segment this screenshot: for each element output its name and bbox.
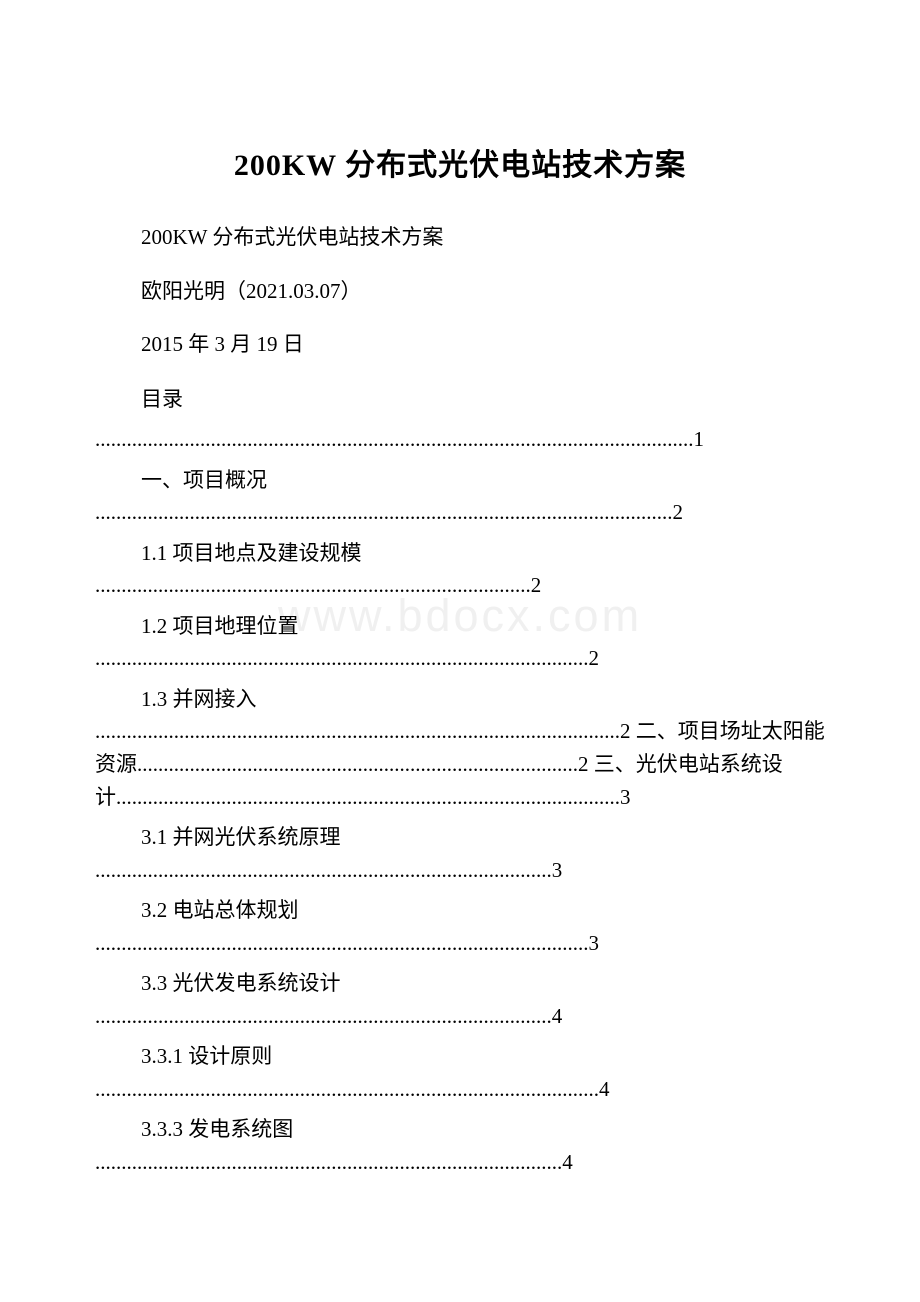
toc-entry: 1.1 项目地点及建设规模 ..........................… xyxy=(95,537,825,602)
toc-heading: 目录 xyxy=(95,383,825,416)
table-of-contents: 目录 .....................................… xyxy=(95,383,825,1179)
toc-dots: ........................................… xyxy=(95,854,825,887)
toc-dots: ........................................… xyxy=(95,569,825,602)
subtitle-line: 200KW 分布式光伏电站技术方案 xyxy=(95,222,825,254)
secondary-date-line: 2015 年 3 月 19 日 xyxy=(95,329,825,361)
toc-dots: ........................................… xyxy=(95,496,825,529)
toc-dots: ........................................… xyxy=(95,927,825,960)
author-date-line: 欧阳光明（2021.03.07） xyxy=(95,276,825,308)
toc-entry: 1.3 并网接入 ...............................… xyxy=(95,683,825,813)
toc-dots: ........................................… xyxy=(95,1000,825,1033)
toc-entry-title: 1.3 并网接入 xyxy=(95,683,825,716)
toc-entry: 3.3.1 设计原则 .............................… xyxy=(95,1040,825,1105)
toc-dots: ........................................… xyxy=(95,642,825,675)
document-content: 200KW 分布式光伏电站技术方案 200KW 分布式光伏电站技术方案 欧阳光明… xyxy=(95,140,825,1179)
toc-entry-title: 3.2 电站总体规划 xyxy=(95,894,825,927)
toc-entry: 3.3 光伏发电系统设计 ...........................… xyxy=(95,967,825,1032)
toc-entry: 3.1 并网光伏系统原理 ...........................… xyxy=(95,821,825,886)
toc-entry-title: 1.2 项目地理位置 xyxy=(95,610,825,643)
toc-entry-title: 3.3.1 设计原则 xyxy=(95,1040,825,1073)
toc-entry: ........................................… xyxy=(95,423,825,456)
toc-entry-title: 一、项目概况 xyxy=(95,464,825,497)
toc-entry-title: 3.1 并网光伏系统原理 xyxy=(95,821,825,854)
toc-entry-title: 3.3 光伏发电系统设计 xyxy=(95,967,825,1000)
toc-entry-title: 1.1 项目地点及建设规模 xyxy=(95,537,825,570)
toc-entry-title: 3.3.3 发电系统图 xyxy=(95,1113,825,1146)
toc-entry: 一、项目概况 .................................… xyxy=(95,464,825,529)
toc-entry: 1.2 项目地理位置 .............................… xyxy=(95,610,825,675)
toc-dots-inline: ........................................… xyxy=(95,715,825,813)
toc-entry: 3.3.3 发电系统图 ............................… xyxy=(95,1113,825,1178)
toc-entry: 3.2 电站总体规划 .............................… xyxy=(95,894,825,959)
toc-dots: ........................................… xyxy=(95,1146,825,1179)
toc-dots: ........................................… xyxy=(95,1073,825,1106)
toc-dots: ........................................… xyxy=(95,423,825,456)
document-title: 200KW 分布式光伏电站技术方案 xyxy=(95,140,825,184)
